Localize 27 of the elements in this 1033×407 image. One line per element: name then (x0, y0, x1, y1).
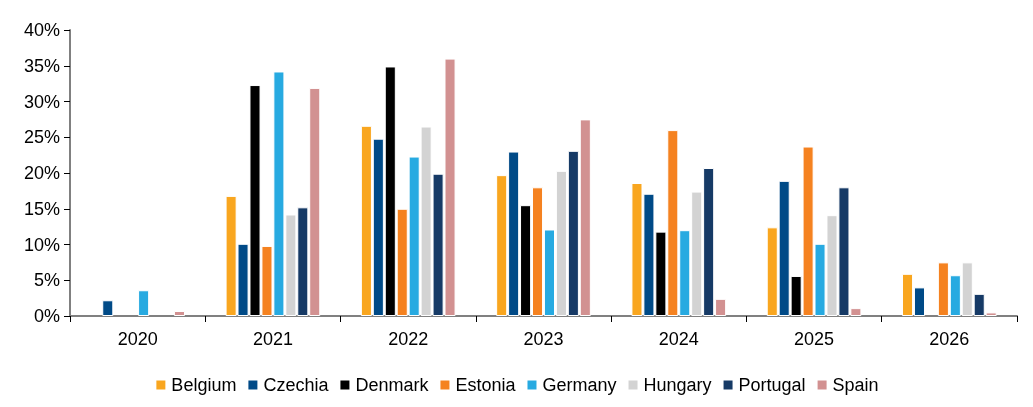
y-tick-label: 0% (33, 306, 60, 326)
legend-label: Estonia (455, 375, 517, 395)
x-tick-label: 2025 (794, 329, 835, 349)
y-tick-label: 30% (23, 91, 60, 112)
bar (138, 290, 150, 316)
legend-label: Belgium (171, 375, 237, 395)
legend-label: Germany (542, 375, 617, 395)
x-tick-label: 2020 (117, 329, 158, 349)
y-tick-label: 5% (33, 270, 60, 291)
y-tick-label: 25% (23, 127, 60, 148)
x-tick-label: 2024 (658, 329, 699, 349)
x-tick-label: 2026 (929, 329, 970, 349)
legend-label: Czechia (263, 375, 330, 395)
x-tick-label: 2021 (252, 329, 293, 349)
y-tick-label: 15% (23, 198, 60, 219)
y-tick-label: 20% (23, 163, 60, 183)
y-tick-label: 10% (23, 234, 60, 255)
y-tick-label: 35% (23, 55, 60, 76)
y-tick-label: 40% (23, 20, 60, 40)
legend-label: Denmark (355, 375, 430, 395)
legend-label: Spain (832, 375, 879, 395)
x-tick-label: 2022 (388, 329, 429, 349)
bar (102, 300, 114, 316)
bar (173, 311, 185, 316)
legend-label: Portugal (738, 375, 806, 395)
legend-label: Hungary (643, 375, 712, 395)
x-tick-label: 2023 (523, 329, 564, 349)
